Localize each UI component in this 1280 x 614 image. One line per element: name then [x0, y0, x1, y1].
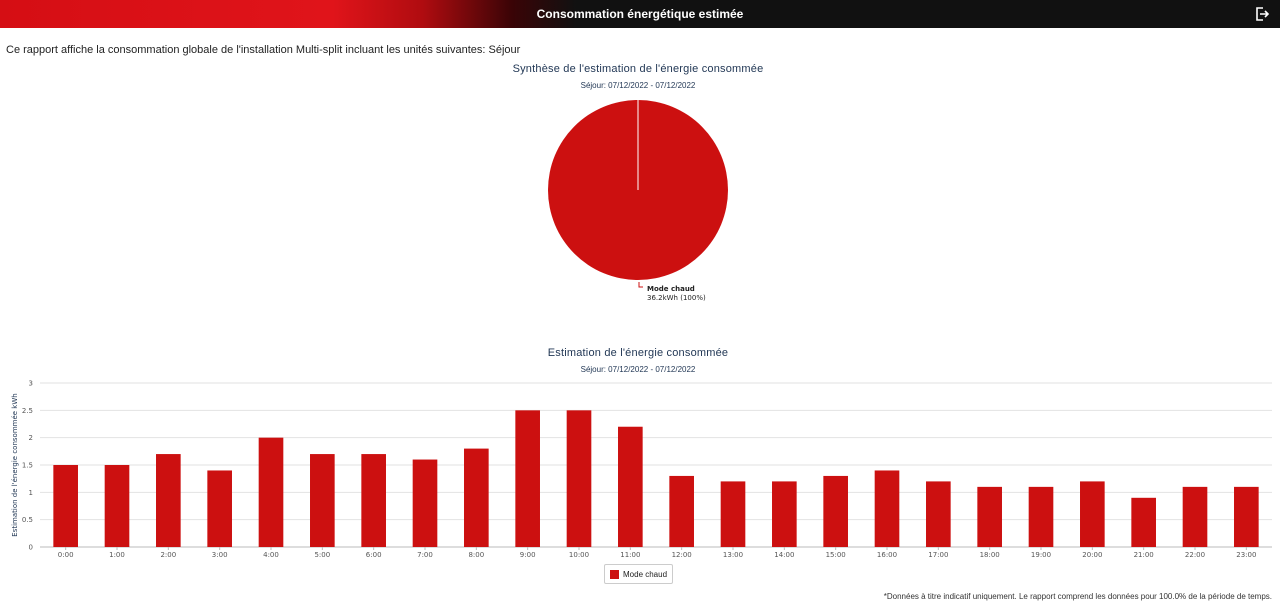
x-tick-label: 16:00 [877, 551, 897, 559]
pie-chart: Mode chaud 36.2kWh (100%) [548, 100, 728, 302]
x-tick-label: 21:00 [1134, 551, 1154, 559]
bar-22-00[interactable] [1182, 486, 1208, 547]
bar-17-00[interactable] [926, 481, 951, 547]
bar-18-00[interactable] [977, 486, 1002, 547]
bar-15-00[interactable] [823, 475, 848, 547]
bar-chart-subtitle: Séjour: 07/12/2022 - 07/12/2022 [580, 365, 696, 374]
pie-label-connector [638, 282, 643, 288]
y-tick-label: 1.5 [22, 462, 33, 470]
bar-3-00[interactable] [207, 470, 232, 547]
bar-21-00[interactable] [1131, 497, 1156, 547]
bar-14-00[interactable] [772, 481, 797, 547]
x-tick-label: 1:00 [109, 551, 125, 559]
intro-text: Ce rapport affiche la consommation globa… [6, 44, 521, 56]
y-tick-label: 0.5 [22, 516, 33, 524]
x-tick-label: 22:00 [1185, 551, 1205, 559]
x-tick-label: 13:00 [723, 551, 743, 559]
y-tick-label: 2 [29, 434, 33, 442]
x-tick-label: 0:00 [58, 551, 74, 559]
legend-swatch [610, 569, 619, 579]
bar-chart-y-axis-label: Estimation de l'énergie consommée kWh [11, 393, 19, 536]
x-tick-label: 8:00 [468, 551, 484, 559]
y-tick-label: 0 [29, 544, 33, 552]
bar-20-00[interactable] [1080, 481, 1105, 547]
x-tick-label: 9:00 [520, 551, 536, 559]
x-tick-label: 23:00 [1236, 551, 1256, 559]
bar-10-00[interactable] [566, 410, 592, 547]
x-tick-label: 5:00 [314, 551, 330, 559]
bar-13-00[interactable] [720, 481, 746, 547]
x-tick-label: 11:00 [620, 551, 640, 559]
x-tick-label: 4:00 [263, 551, 279, 559]
y-tick-label: 3 [29, 380, 33, 388]
x-tick-label: 6:00 [366, 551, 382, 559]
bar-23-00[interactable] [1234, 486, 1259, 547]
x-tick-label: 3:00 [212, 551, 228, 559]
pie-label-name: Mode chaud [647, 285, 695, 293]
exit-button[interactable] [1250, 2, 1274, 26]
bar-9-00[interactable] [515, 410, 540, 547]
pie-chart-subtitle: Séjour: 07/12/2022 - 07/12/2022 [580, 81, 696, 90]
y-tick-label: 2.5 [22, 407, 33, 415]
bar-4-00[interactable] [258, 437, 284, 547]
x-tick-label: 18:00 [980, 551, 1000, 559]
bar-chart: Estimation de l'énergie consommée kWh 0 0… [11, 380, 1272, 559]
x-tick-label: 14:00 [774, 551, 794, 559]
x-tick-label: 20:00 [1082, 551, 1102, 559]
page-title: Consommation énergétique estimée [536, 7, 744, 21]
bar-chart-title: Estimation de l'énergie consommée [547, 347, 729, 359]
bar-19-00[interactable] [1028, 486, 1054, 547]
bar-0-00[interactable] [53, 465, 78, 547]
legend-label: Mode chaud [623, 569, 668, 579]
bar-12-00[interactable] [669, 475, 694, 547]
header-bar [0, 0, 1280, 28]
x-tick-label: 2:00 [160, 551, 176, 559]
exit-icon [1256, 7, 1270, 21]
x-tick-label: 17:00 [928, 551, 948, 559]
bar-11-00[interactable] [618, 426, 643, 547]
bar-1-00[interactable] [104, 465, 130, 547]
bar-7-00[interactable] [412, 459, 438, 547]
x-tick-label: 12:00 [672, 551, 692, 559]
pie-chart-title: Synthèse de l'estimation de l'énergie co… [512, 63, 764, 75]
bar-5-00[interactable] [310, 454, 335, 547]
bar-2-00[interactable] [156, 454, 181, 547]
bar-6-00[interactable] [361, 454, 386, 547]
x-tick-label: 15:00 [826, 551, 846, 559]
x-tick-label: 7:00 [417, 551, 433, 559]
y-tick-label: 1 [29, 489, 33, 497]
bar-8-00[interactable] [464, 448, 489, 547]
x-tick-label: 19:00 [1031, 551, 1051, 559]
bar-chart-legend[interactable]: Mode chaud [604, 564, 674, 584]
pie-label-value: 36.2kWh (100%) [647, 294, 706, 302]
x-tick-label: 10:00 [569, 551, 589, 559]
bar-16-00[interactable] [874, 470, 900, 547]
footnote: *Données à titre indicatif uniquement. L… [883, 592, 1272, 601]
